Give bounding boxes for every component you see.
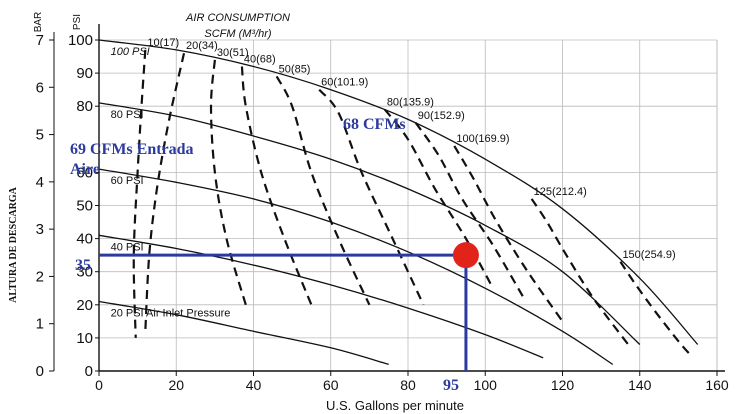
label-68-cfms: 68 CFMs (343, 116, 406, 133)
psi-tick-label: 10 (76, 330, 93, 347)
pressure-curve-line (98, 300, 389, 366)
air-consumption-label: 60(101.9) (321, 77, 368, 89)
air-consumption-curve (453, 145, 564, 323)
text-labels: 0 20 40 60 80 100 120 140 1600102030405060809010… (36, 32, 729, 393)
air-consumption-curve (132, 49, 147, 338)
psi-tick-label: 30 (76, 264, 93, 281)
air-consumption-label: 125(212.4) (534, 186, 587, 198)
bar-tick-label: 7 (36, 32, 44, 49)
air-consumption-curve (209, 59, 247, 306)
label-69-cfms-line2: Aire (70, 161, 100, 178)
air-consumption-label: 10(17) (147, 37, 179, 49)
x-tick-label: 20 (168, 377, 184, 393)
psi-tick-label: 100 (68, 32, 93, 49)
psi-tick-label: 80 (76, 98, 93, 115)
air-consumption-label: 100(169.9) (456, 133, 509, 145)
psi-tick-label: 0 (85, 363, 93, 380)
chart-subtitle: SCFM (M³/hr) (204, 28, 272, 40)
air-consumption-curve (240, 66, 313, 306)
pressure-curve-label: 100 PSI (111, 46, 150, 58)
air-consumption-label: 20(34) (186, 40, 218, 52)
air-consumption-label: 50(85) (279, 63, 311, 75)
x-axis-label: U.S. Gallons per minute (326, 398, 464, 413)
x-tick-label: 80 (400, 377, 416, 393)
air-consumption-curve (144, 52, 186, 332)
air-consumption-curve (318, 88, 425, 306)
descarga-axis-label: ALTURA DE DESCARGA (8, 186, 19, 303)
x-tick-label: 120 (551, 377, 575, 393)
x-tick-label: 0 (95, 377, 103, 393)
grid-lines (99, 39, 718, 371)
bar-tick-label: 1 (36, 316, 44, 333)
bar-tick-label: 6 (36, 79, 44, 96)
operating-gpm-label: 95 (443, 377, 459, 394)
axes (49, 24, 725, 376)
air-consumption-curve (619, 261, 691, 356)
psi-tick-label: 90 (76, 65, 93, 82)
air-consumption-curves (132, 49, 691, 356)
pressure-curve-label: 60 PSI (111, 175, 144, 187)
air-consumption-label: 80(135.9) (387, 97, 434, 109)
pressure-curve-line (98, 168, 614, 365)
psi-axis-label: PSI (72, 14, 83, 30)
x-tick-label: 100 (474, 377, 498, 393)
pressure-curve-line (98, 234, 544, 359)
psi-tick-label: 40 (76, 231, 93, 248)
psi-tick-label: 20 (76, 297, 93, 314)
pressure-curves (98, 39, 699, 366)
pressure-curve-label: 40 PSI (111, 241, 144, 253)
bar-tick-label: 3 (36, 221, 44, 238)
operating-psi-label: 35 (75, 257, 91, 274)
bar-tick-label: 2 (36, 268, 44, 285)
air-consumption-curve (275, 75, 371, 306)
bar-tick-label: 0 (36, 363, 44, 380)
bar-tick-label: 4 (36, 174, 44, 191)
pressure-curve-label: 20 PSI Air Inlet Pressure (111, 307, 231, 319)
label-69-cfms-line1: 69 CFMs Entrada (70, 141, 194, 158)
operating-point-group (99, 242, 479, 371)
air-consumption-label: 90(152.9) (418, 110, 465, 122)
pressure-curve-line (98, 39, 699, 345)
operating-point-marker (452, 242, 479, 269)
x-tick-label: 160 (705, 377, 729, 393)
x-tick-label: 140 (628, 377, 652, 393)
pressure-curve-line (98, 102, 641, 345)
pressure-curve-label: 80 PSI (111, 109, 144, 121)
air-consumption-label: 30(51) (217, 47, 249, 59)
air-consumption-label: 40(68) (244, 53, 276, 65)
x-tick-label: 40 (246, 377, 262, 393)
psi-tick-label: 60 (76, 164, 93, 181)
chart-title: AIR CONSUMPTION (185, 12, 290, 24)
bar-axis-label: BAR (33, 12, 44, 33)
air-consumption-curve (530, 198, 630, 346)
psi-tick-label: 50 (76, 198, 93, 215)
x-tick-label: 60 (323, 377, 339, 393)
bar-tick-label: 5 (36, 127, 44, 144)
air-consumption-label: 150(254.9) (622, 249, 675, 261)
